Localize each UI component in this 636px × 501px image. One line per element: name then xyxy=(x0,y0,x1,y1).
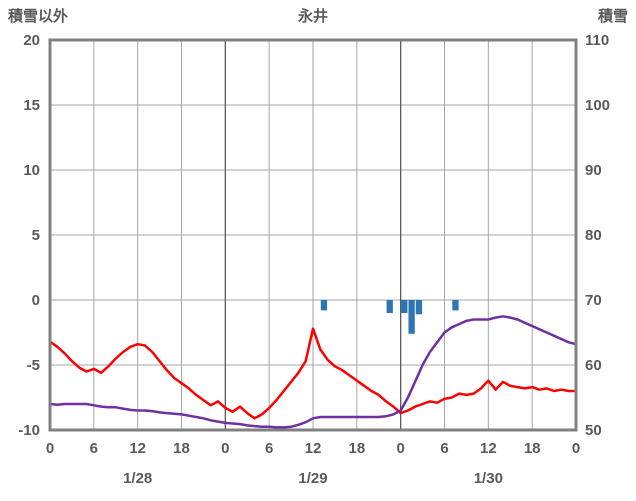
x-tick-label: 18 xyxy=(524,440,541,457)
right-tick-label: 60 xyxy=(585,357,602,374)
left-tick-label: 15 xyxy=(23,97,40,114)
x-tick-label: 0 xyxy=(572,440,580,457)
right-axis-tick-labels: 110 100 90 80 70 60 50 xyxy=(585,32,610,439)
date-label: 1/30 xyxy=(474,470,503,487)
x-tick-label: 6 xyxy=(265,440,273,457)
right-tick-label: 110 xyxy=(585,32,609,49)
left-tick-label: 10 xyxy=(23,162,40,179)
x-tick-label: 12 xyxy=(129,440,146,457)
snowfall-bar xyxy=(452,300,459,311)
snow-depth-line xyxy=(48,315,578,429)
x-tick-label: 0 xyxy=(221,440,229,457)
left-axis-title: 積雪以外 xyxy=(8,8,69,25)
temperature-line xyxy=(48,327,578,420)
x-tick-label: 12 xyxy=(305,440,322,457)
left-tick-label: -5 xyxy=(27,357,40,374)
chart-title: 永井 xyxy=(297,8,328,25)
right-tick-label: 50 xyxy=(585,422,602,439)
x-tick-label: 6 xyxy=(90,440,98,457)
x-tick-label: 12 xyxy=(480,440,497,457)
right-axis-title: 積雪 xyxy=(597,8,628,25)
x-tick-label: 18 xyxy=(173,440,190,457)
left-tick-label: 20 xyxy=(23,32,40,49)
left-axis-tick-labels: 20 15 10 5 0 -5 -10 xyxy=(18,32,40,439)
right-tick-label: 100 xyxy=(585,97,610,114)
left-tick-label: -10 xyxy=(18,422,40,439)
snowfall-bar xyxy=(408,300,415,334)
snowfall-bar xyxy=(320,300,328,311)
right-tick-label: 90 xyxy=(585,162,602,179)
x-axis-tick-labels: 0 6 12 18 0 6 12 18 0 6 12 18 0 xyxy=(46,440,580,457)
x-tick-label: 0 xyxy=(46,440,54,457)
x-tick-label: 18 xyxy=(348,440,365,457)
right-tick-label: 70 xyxy=(585,292,602,309)
plot-frame xyxy=(48,38,578,432)
x-tick-label: 6 xyxy=(440,440,448,457)
left-tick-label: 5 xyxy=(32,227,40,244)
snowfall-bar xyxy=(415,300,423,315)
snowfall-bar xyxy=(401,300,408,313)
snowfall-bar xyxy=(386,300,393,313)
date-label: 1/28 xyxy=(123,470,152,487)
date-label: 1/29 xyxy=(298,470,327,487)
date-labels: 1/28 1/29 1/30 xyxy=(123,470,503,487)
snowfall-bars xyxy=(320,300,459,334)
vertical-gridlines xyxy=(93,40,533,430)
left-tick-label: 0 xyxy=(32,292,40,309)
x-tick-label: 0 xyxy=(396,440,404,457)
right-tick-label: 80 xyxy=(585,227,602,244)
